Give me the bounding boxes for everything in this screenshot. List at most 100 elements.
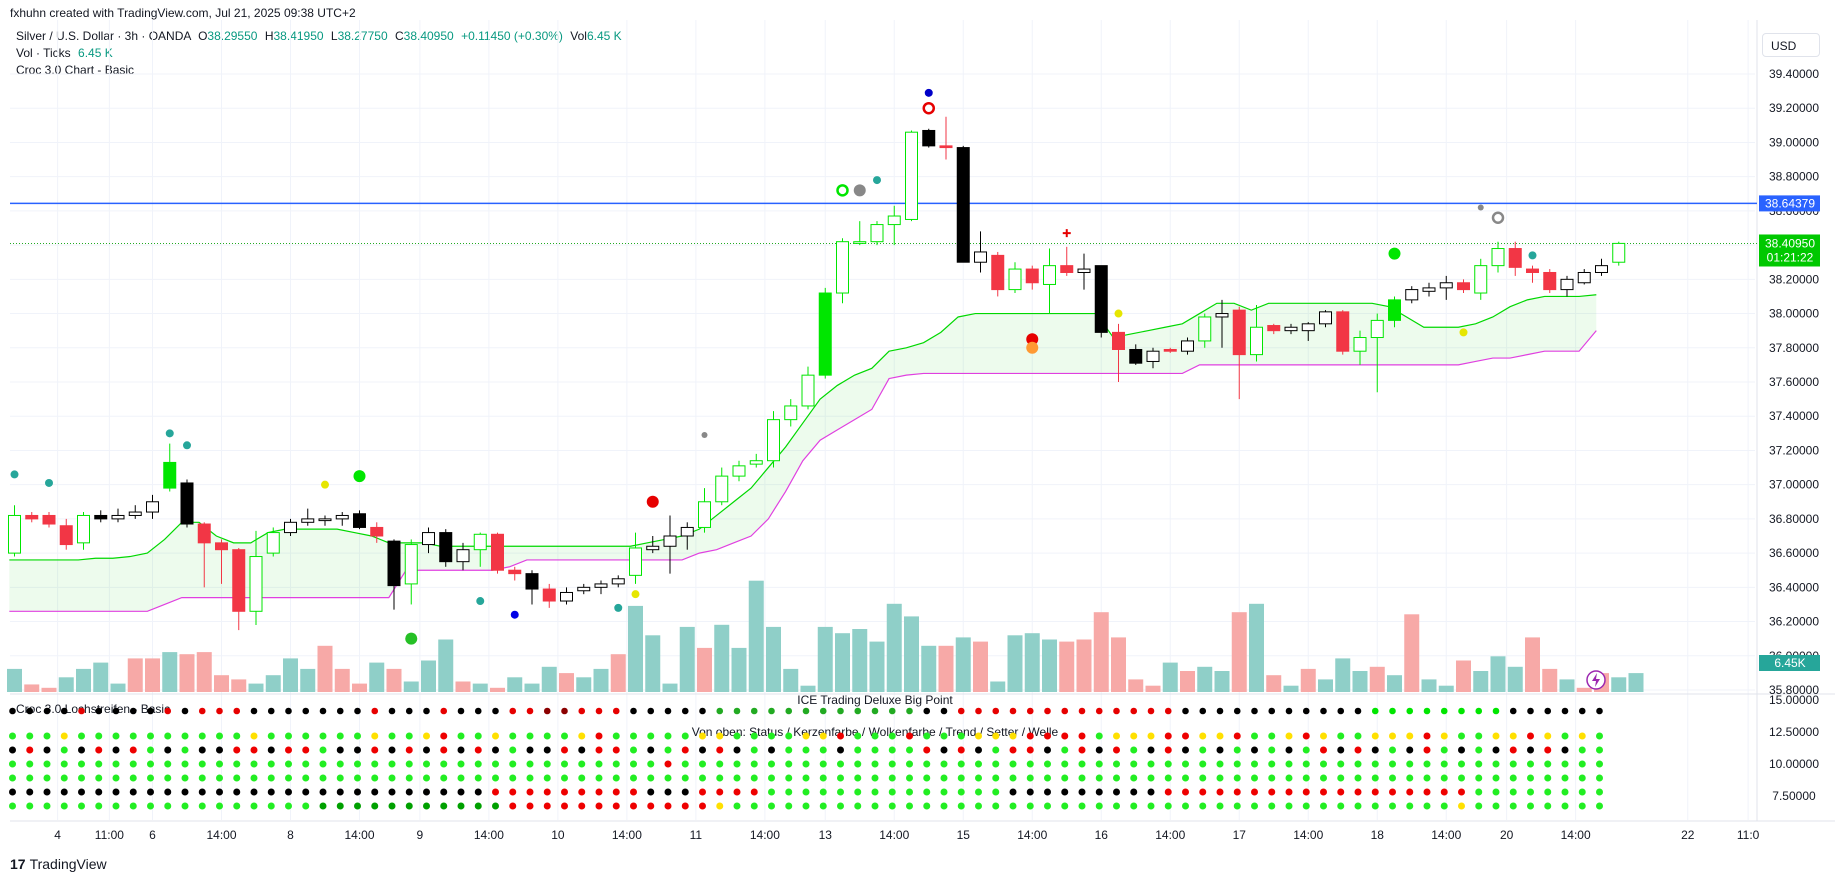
vol-label: Vol (570, 29, 587, 43)
price-tick-label: 38.80000 (1769, 170, 1819, 184)
lochstreifen-dot (1337, 746, 1345, 754)
big-point-dot (681, 707, 689, 715)
change-value: +0.11450 (+0.30%) (461, 29, 563, 43)
big-point-dot (1199, 707, 1207, 715)
lochstreifen-dot (526, 788, 534, 796)
lochstreifen-dot (509, 788, 517, 796)
currency-button[interactable]: USD (1762, 33, 1820, 57)
candle-body (370, 526, 384, 537)
lochstreifen-dot (888, 774, 896, 782)
big-point-dot (1440, 707, 1448, 715)
volume-bar (455, 681, 471, 692)
lochstreifen-dot (1596, 732, 1603, 740)
lochstreifen-dot (354, 746, 361, 754)
lochstreifen-dot (1320, 760, 1327, 768)
lochstreifen-dot (440, 732, 448, 740)
lochstreifen-dot (1061, 732, 1069, 740)
lochstreifen-dot (1285, 760, 1293, 768)
lochstreifen-dot (1095, 760, 1103, 768)
lochstreifen-dot (78, 774, 85, 782)
lochstreifen-dot (26, 788, 34, 796)
volume-label-bg (1759, 655, 1820, 671)
price-tick-label: 39.20000 (1769, 101, 1819, 115)
big-point-dot (1268, 707, 1276, 715)
candle-body (491, 533, 504, 571)
candle-body (1595, 265, 1608, 273)
lochstreifen-dot (1302, 746, 1310, 754)
lochstreifen-dot (509, 802, 517, 810)
lochstreifen-dot (871, 802, 879, 810)
lochstreifen-dot (1578, 746, 1586, 754)
lochstreifen-dot (785, 788, 793, 796)
lochstreifen-dot (1164, 802, 1172, 810)
lochstreifen-dot (336, 774, 344, 782)
price-axis[interactable]: 39.4000039.2000039.0000038.8000038.60000… (1769, 67, 1819, 697)
lochstreifen-dot (267, 802, 275, 810)
lightning-icon[interactable] (1586, 670, 1606, 690)
lochstreifen-dot (940, 802, 948, 810)
candle-body (680, 526, 694, 537)
footer-brand[interactable]: 17 TradingView (10, 856, 107, 872)
volume-bar (628, 605, 643, 692)
signal-dot-marker (353, 470, 366, 483)
lochstreifen-dot (9, 774, 16, 782)
croc-cloud (9, 294, 1597, 612)
chart-area[interactable]: Croc 3.0 Lochstreifen - Basic ICE Tradin… (0, 0, 1835, 852)
candle-body (1422, 287, 1436, 292)
lochstreifen-dot (1544, 732, 1552, 740)
big-point-dot (906, 707, 913, 715)
lochstreifen-dot (1337, 732, 1345, 740)
price-tick-label: 36.40000 (1769, 580, 1819, 594)
oscillator-axis[interactable]: 15.00000 12.50000 10.00000 7.50000 (1769, 693, 1819, 803)
lochstreifen-dot (129, 774, 137, 782)
lochstreifen-dot (561, 802, 568, 810)
big-point-dot (992, 707, 1000, 715)
lochstreifen-dot (1337, 788, 1345, 796)
lochstreifen-dot (354, 788, 361, 796)
time-tick-label: 14:00 (1561, 828, 1591, 842)
time-tick-label: 11 (690, 828, 703, 842)
lochstreifen-dot (785, 802, 793, 810)
lochstreifen-dot (95, 802, 103, 810)
volume-label: 6.45K (1774, 656, 1805, 670)
time-tick-label: 14:00 (1155, 828, 1185, 842)
lochstreifen-dot (147, 788, 154, 796)
lochstreifen-dot (733, 788, 741, 796)
lochstreifen-dot (198, 732, 206, 740)
lochstreifen-dot (1475, 802, 1483, 810)
lochstreifen-dot (854, 760, 862, 768)
candle-body (128, 511, 142, 516)
volume-bar (1266, 675, 1282, 692)
big-point-dot (819, 707, 827, 715)
lochstreifen-dot (95, 746, 103, 754)
lochstreifen-dot (1147, 788, 1155, 796)
lochstreifen-dot (1527, 760, 1534, 768)
lochstreifen-dot (1164, 788, 1172, 796)
volume-bar (1007, 635, 1023, 692)
lochstreifen-dot (630, 774, 637, 782)
time-axis[interactable]: 4 11:00 6 14:00 8 14:00 9 14:00 10 14:00 11 14:00 13… (54, 828, 1759, 842)
candle-body (1215, 313, 1229, 318)
lochstreifen-dot (1302, 732, 1310, 740)
lochstreifen-dot (302, 788, 310, 796)
lochstreifen-dot (60, 746, 68, 754)
lochstreifen-dot (1182, 774, 1189, 782)
lochstreifen-dot (1578, 802, 1586, 810)
lochstreifen-dot (1492, 788, 1500, 796)
price-tick-label: 36.80000 (1769, 512, 1819, 526)
volume-bar (283, 658, 298, 692)
volume-bars (7, 580, 1644, 692)
lochstreifen-dot (302, 746, 310, 754)
signal-dot-marker (631, 590, 640, 599)
volume-bar (127, 658, 143, 692)
lochstreifen-dot (1233, 760, 1241, 768)
cloud-fill (9, 294, 1597, 612)
volume-bar (403, 681, 419, 692)
candle-body (180, 482, 194, 525)
lochstreifen-dot (1026, 732, 1034, 740)
lochstreifen-dot (216, 802, 223, 810)
lochstreifen-dot (681, 746, 689, 754)
lochstreifen-dot (871, 732, 879, 740)
lochstreifen-dot (1561, 760, 1569, 768)
big-point-dot (612, 707, 620, 715)
